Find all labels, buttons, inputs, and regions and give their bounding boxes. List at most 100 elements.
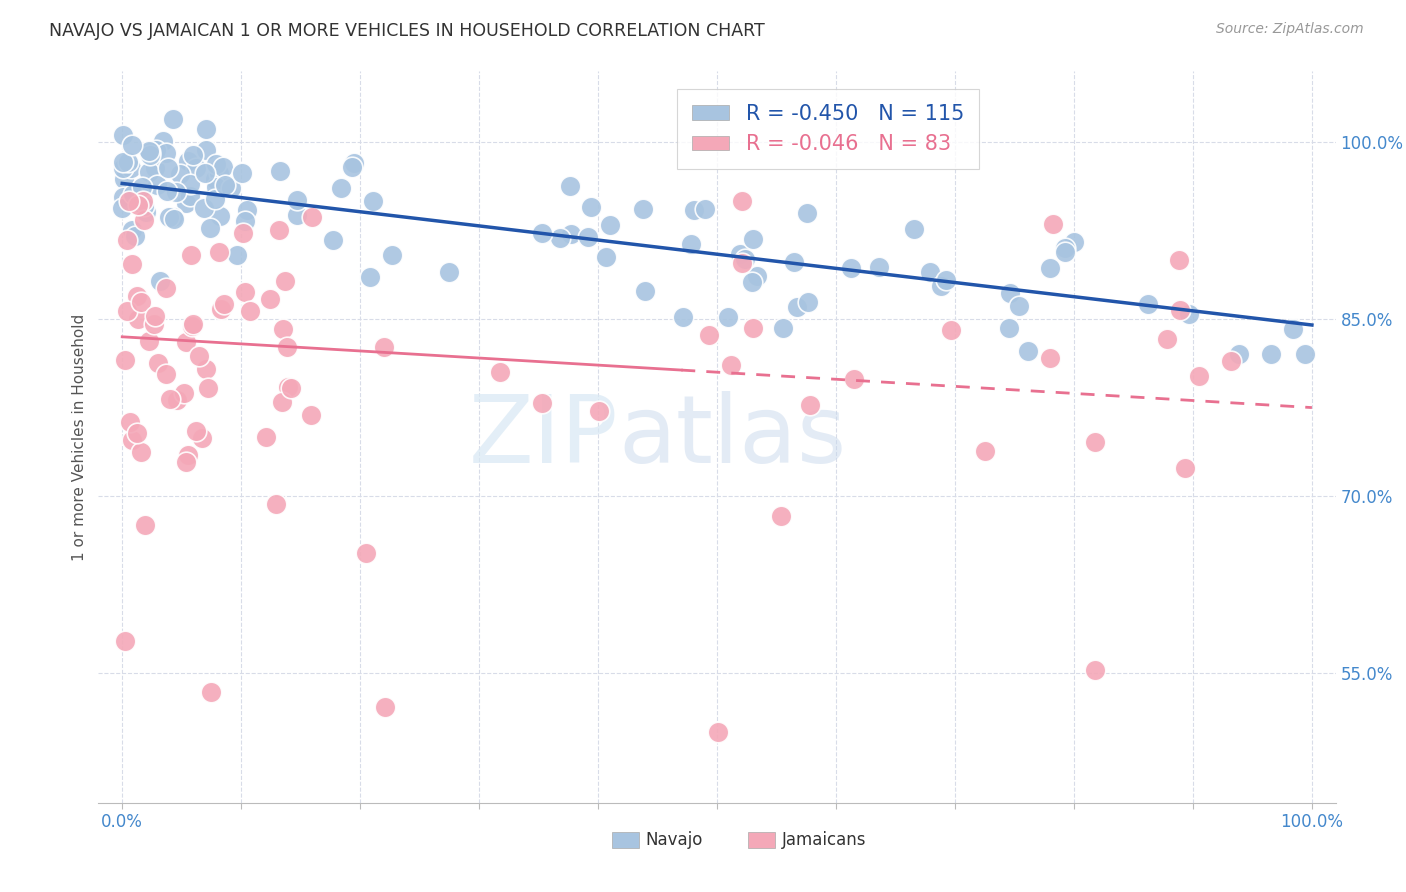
Point bbox=[214, 178, 236, 192]
Point bbox=[269, 222, 291, 236]
Point bbox=[929, 278, 952, 293]
Point bbox=[155, 367, 177, 381]
Point bbox=[530, 227, 553, 241]
Point bbox=[121, 257, 143, 271]
Y-axis label: 1 or more Vehicles in Household: 1 or more Vehicles in Household bbox=[72, 313, 87, 561]
Point bbox=[197, 381, 219, 395]
Point bbox=[271, 394, 294, 409]
Point bbox=[232, 226, 254, 240]
Point bbox=[134, 518, 156, 533]
Point bbox=[1039, 351, 1062, 366]
Bar bbox=[748, 832, 775, 848]
Point bbox=[114, 633, 136, 648]
Point bbox=[146, 178, 169, 193]
Point bbox=[1039, 261, 1062, 276]
Point bbox=[194, 166, 217, 180]
Point bbox=[274, 274, 297, 288]
Point bbox=[139, 147, 162, 161]
Point bbox=[342, 161, 364, 175]
Point bbox=[152, 135, 174, 149]
Point bbox=[111, 202, 134, 216]
Point bbox=[174, 334, 197, 349]
Point bbox=[194, 361, 217, 376]
Point bbox=[299, 408, 322, 422]
Point bbox=[1219, 354, 1241, 368]
Point bbox=[174, 196, 197, 211]
Point bbox=[1168, 302, 1191, 317]
Point bbox=[285, 193, 308, 207]
Point bbox=[114, 353, 136, 368]
Point bbox=[747, 268, 769, 283]
Point bbox=[373, 341, 395, 355]
Point bbox=[193, 202, 215, 216]
Point bbox=[200, 684, 222, 698]
Point bbox=[720, 358, 742, 372]
Bar bbox=[612, 832, 640, 848]
Point bbox=[163, 212, 186, 227]
Point bbox=[796, 206, 818, 220]
Point bbox=[226, 248, 249, 262]
Point bbox=[177, 448, 200, 462]
Point bbox=[138, 165, 160, 179]
Point bbox=[156, 184, 179, 198]
Point bbox=[1167, 252, 1189, 267]
Point bbox=[155, 146, 177, 161]
Point bbox=[143, 310, 166, 324]
Point bbox=[204, 171, 226, 186]
Point bbox=[679, 236, 702, 251]
Point bbox=[112, 155, 135, 169]
Text: atlas: atlas bbox=[619, 391, 846, 483]
Point bbox=[489, 365, 512, 379]
Point bbox=[118, 194, 141, 208]
Point bbox=[343, 155, 366, 169]
Point bbox=[842, 372, 865, 386]
Point bbox=[1063, 235, 1085, 249]
Point bbox=[259, 292, 281, 306]
Point bbox=[697, 328, 720, 343]
Point bbox=[1084, 663, 1107, 677]
Point bbox=[903, 222, 925, 236]
Point bbox=[588, 404, 610, 418]
Point bbox=[1053, 245, 1076, 260]
Point bbox=[162, 210, 184, 224]
Point bbox=[190, 431, 212, 445]
Point bbox=[1188, 369, 1211, 384]
Point bbox=[530, 396, 553, 410]
Point bbox=[169, 167, 191, 181]
Point bbox=[127, 289, 149, 303]
Point bbox=[1084, 435, 1107, 450]
Point bbox=[269, 163, 291, 178]
Point bbox=[131, 196, 153, 211]
Point bbox=[329, 181, 352, 195]
Point bbox=[120, 415, 142, 429]
Point bbox=[127, 312, 149, 326]
Point bbox=[783, 255, 806, 269]
Point bbox=[741, 275, 763, 289]
Point bbox=[322, 233, 344, 247]
Point bbox=[695, 202, 717, 217]
Point bbox=[166, 185, 188, 199]
Point bbox=[717, 310, 740, 324]
Point bbox=[117, 233, 139, 247]
Point bbox=[1042, 217, 1064, 231]
Point bbox=[177, 153, 200, 168]
Point bbox=[728, 247, 751, 261]
Point bbox=[125, 425, 148, 440]
Text: ZIP: ZIP bbox=[468, 391, 619, 483]
Point bbox=[180, 248, 202, 262]
Point bbox=[599, 218, 621, 232]
Point bbox=[121, 223, 143, 237]
Point bbox=[672, 310, 695, 325]
Point bbox=[1053, 241, 1076, 255]
Point bbox=[576, 230, 599, 244]
Point bbox=[974, 443, 997, 458]
Point bbox=[548, 231, 571, 245]
Point bbox=[112, 128, 135, 143]
Point bbox=[184, 424, 207, 438]
Point bbox=[157, 210, 180, 224]
Point bbox=[1174, 461, 1197, 475]
Point bbox=[285, 208, 308, 222]
Point bbox=[132, 213, 155, 227]
Point bbox=[120, 161, 142, 175]
Point bbox=[139, 145, 162, 160]
